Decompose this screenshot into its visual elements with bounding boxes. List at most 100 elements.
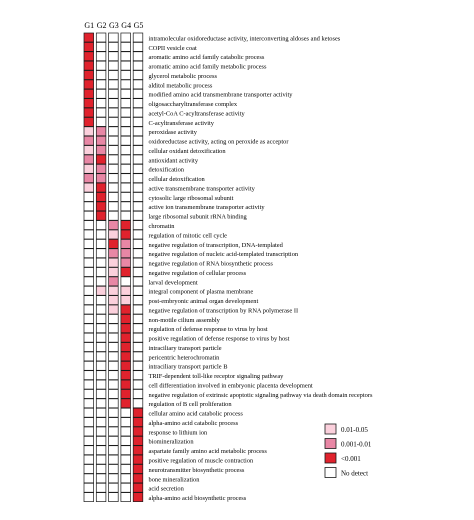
heatmap-cell <box>95 70 107 80</box>
heatmap-cell <box>120 417 131 427</box>
heatmap-cell <box>132 417 144 427</box>
heatmap-cell <box>108 454 119 465</box>
column-header-g1: G1 <box>84 21 94 30</box>
legend-label: 0.01-0.05 <box>341 426 368 434</box>
heatmap-cell <box>132 295 144 305</box>
heatmap-cell <box>108 351 119 362</box>
heatmap-cell <box>120 398 131 409</box>
term-label: cell differentiation involved in embryon… <box>149 382 313 389</box>
heatmap-cell <box>108 70 119 80</box>
heatmap-cell <box>132 351 144 362</box>
heatmap-cell <box>132 163 144 174</box>
heatmap-cell <box>108 98 119 109</box>
heatmap-cell <box>108 276 119 287</box>
heatmap-cell <box>83 163 94 174</box>
heatmap-cell <box>132 389 144 399</box>
heatmap-cell <box>120 70 131 80</box>
heatmap-cell <box>120 32 131 43</box>
heatmap-cell <box>83 70 94 80</box>
heatmap-cell <box>108 285 119 296</box>
heatmap-cell <box>132 332 144 343</box>
term-label: TRIF-dependent toll-like receptor signal… <box>149 373 285 380</box>
term-label: negative regulation of nucleic acid-temp… <box>149 251 299 258</box>
heatmap-cell <box>95 88 107 99</box>
legend-swatch <box>324 438 337 449</box>
heatmap-cell <box>132 257 144 268</box>
term-label: response to lithium ion <box>149 429 209 436</box>
heatmap-cell <box>95 398 107 409</box>
term-label: cellular detoxification <box>149 176 206 183</box>
term-label: regulation of mitotic cell cycle <box>149 232 228 239</box>
heatmap-cell <box>83 182 94 193</box>
heatmap-cell <box>108 135 119 146</box>
legend-label: No detect <box>341 470 368 478</box>
term-label: glycerol metabolic process <box>149 73 218 80</box>
heatmap-cell <box>120 135 131 146</box>
heatmap-cell <box>120 473 131 484</box>
heatmap-cell <box>95 464 107 474</box>
term-label: large ribosomal subunit rRNA binding <box>149 214 248 221</box>
heatmap-cell <box>120 51 131 62</box>
heatmap-cell <box>132 51 144 62</box>
heatmap-cell <box>120 379 131 390</box>
heatmap-cell <box>83 454 94 465</box>
heatmap-cell <box>108 314 119 324</box>
term-label: oligosaccharyltransferase complex <box>149 101 238 108</box>
heatmap-cell <box>132 182 144 193</box>
heatmap-cell <box>132 88 144 99</box>
heatmap-cell <box>120 332 131 343</box>
heatmap-cell <box>95 482 107 493</box>
heatmap-cell <box>83 32 94 43</box>
heatmap-cell <box>120 323 131 334</box>
heatmap-cell <box>132 323 144 334</box>
heatmap-cell <box>83 473 94 484</box>
heatmap-cell <box>83 445 94 456</box>
column-headers: G1 G2 G3 G4 G5 <box>84 21 143 30</box>
term-label: detoxification <box>149 167 185 174</box>
heatmap-cell <box>108 154 119 165</box>
term-label: cellular amino acid catabolic process <box>149 411 244 418</box>
heatmap-cell <box>120 285 131 296</box>
term-label: aromatic amino acid family catabolic pro… <box>149 54 265 61</box>
heatmap-cell <box>83 323 94 334</box>
term-label: alpha-amino acid catabolic process <box>149 420 239 427</box>
heatmap-cell <box>108 379 119 390</box>
heatmap-cell <box>83 360 94 371</box>
heatmap-cell <box>108 42 119 52</box>
heatmap-cell <box>120 257 131 268</box>
heatmap-cell <box>95 276 107 287</box>
term-label: positive regulation of defense response … <box>149 336 290 343</box>
term-label: active transmembrane transporter activit… <box>149 185 256 192</box>
heatmap-cell <box>108 88 119 99</box>
heatmap-cell <box>83 342 94 352</box>
heatmap-cell <box>132 192 144 202</box>
heatmap-cell <box>132 117 144 127</box>
heatmap-cell <box>83 332 94 343</box>
heatmap-cell <box>132 360 144 371</box>
term-label: intramolecular oxidoreductase activity, … <box>149 35 341 42</box>
heatmap-cell <box>108 51 119 62</box>
term-label: intraciliary transport particle <box>149 345 222 352</box>
heatmap-cell <box>83 201 94 212</box>
heatmap-cell <box>132 42 144 52</box>
heatmap-cell <box>95 126 107 137</box>
heatmap-cell <box>120 126 131 137</box>
heatmap-cell <box>83 126 94 137</box>
heatmap-cell <box>95 173 107 184</box>
heatmap-cell <box>120 220 131 230</box>
heatmap-cell <box>83 229 94 240</box>
heatmap-cell <box>95 445 107 456</box>
heatmap-cell <box>95 473 107 484</box>
heatmap-cell <box>95 342 107 352</box>
heatmap-cell <box>120 201 131 212</box>
heatmap-cell <box>132 435 144 446</box>
heatmap-cell <box>132 248 144 259</box>
term-label: active ion transmembrane transporter act… <box>149 204 266 211</box>
heatmap-cell <box>120 351 131 362</box>
term-label: aspartate family amino acid metabolic pr… <box>149 448 268 455</box>
heatmap-cell <box>95 229 107 240</box>
heatmap-cell <box>83 304 94 315</box>
heatmap-cell <box>95 192 107 202</box>
heatmap-cell <box>83 285 94 296</box>
